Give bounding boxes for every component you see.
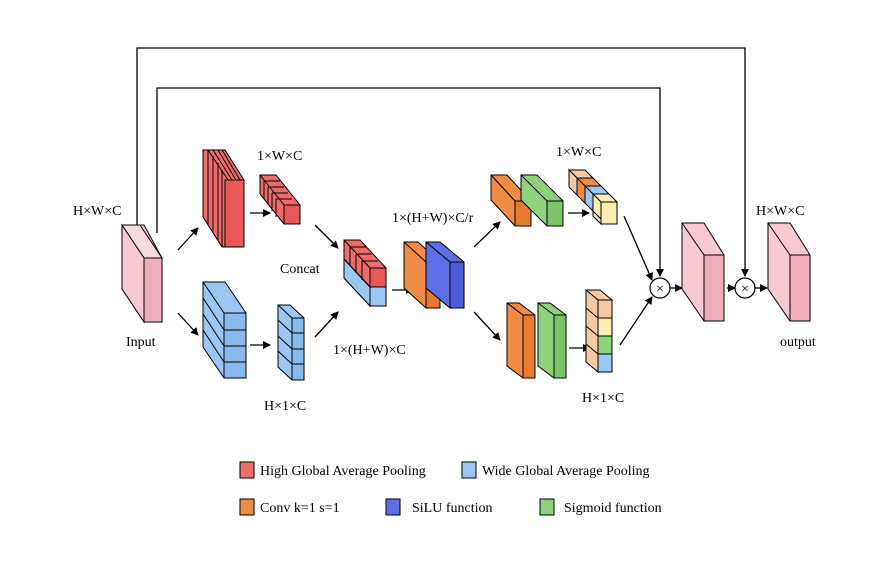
top-attention-block — [567, 168, 619, 226]
legend-swatch-high-pool — [239, 461, 255, 479]
input-block — [121, 223, 163, 324]
pool-arrows — [250, 209, 271, 349]
inner-skip-connection — [156, 87, 664, 277]
split-arrows — [473, 221, 501, 341]
legend-label-high-pool: High Global Average Pooling — [260, 464, 426, 479]
legend-swatch-sigmoid — [539, 498, 555, 516]
legend-label-conv: Conv k=1 s=1 — [260, 501, 340, 516]
input-dims-label: H×W×C — [73, 204, 121, 219]
output-block — [767, 222, 811, 322]
bottom-out-dims-label: H×1×C — [582, 391, 624, 406]
high-pool-input-block — [202, 149, 245, 248]
multiply-symbol-2: × — [741, 282, 749, 297]
input-label: Input — [126, 335, 156, 350]
legend-swatch-silu — [385, 498, 401, 516]
multiply-symbol-1: × — [656, 282, 664, 297]
multiply-node-2: × — [734, 277, 756, 299]
intermediate-block — [681, 222, 725, 322]
legend-label-wide-pool: Wide Global Average Pooling — [482, 464, 650, 479]
skip-connections — [136, 47, 749, 277]
concat-block — [343, 239, 387, 308]
wide-pool-input-block — [202, 281, 247, 379]
concat-dims-label: 1×(H+W)×C — [333, 343, 406, 358]
multiply-node-1: × — [649, 277, 671, 299]
reduced-dims-label: 1×(H+W)×C/r — [392, 211, 474, 226]
concat-label: Concat — [280, 262, 320, 277]
wide-pooled-block — [277, 304, 305, 381]
legend-swatch-wide-pool — [461, 461, 477, 479]
outer-skip-connection — [136, 47, 749, 277]
wide-pool-dims-label: H×1×C — [264, 399, 306, 414]
high-pool-dims-label: 1×W×C — [257, 149, 302, 164]
legend: High Global Average Pooling Wide Global … — [239, 461, 662, 516]
attention-to-multiply-arrows — [619, 215, 653, 346]
legend-label-sigmoid: Sigmoid function — [564, 501, 662, 516]
bottom-attention-block — [584, 288, 614, 374]
conv-silu-block — [403, 241, 465, 309]
legend-swatch-conv — [239, 498, 255, 516]
top-conv-sigmoid-block — [490, 174, 564, 227]
bottom-conv-sigmoid-block — [506, 302, 567, 379]
output-dims-label: H×W×C — [756, 204, 804, 219]
concat-arrows — [314, 224, 339, 338]
top-out-dims-label: 1×W×C — [556, 145, 601, 160]
legend-label-silu: SiLU function — [412, 501, 493, 516]
output-label: output — [780, 335, 816, 350]
high-pooled-block — [259, 174, 301, 225]
input-arrows — [177, 227, 199, 336]
